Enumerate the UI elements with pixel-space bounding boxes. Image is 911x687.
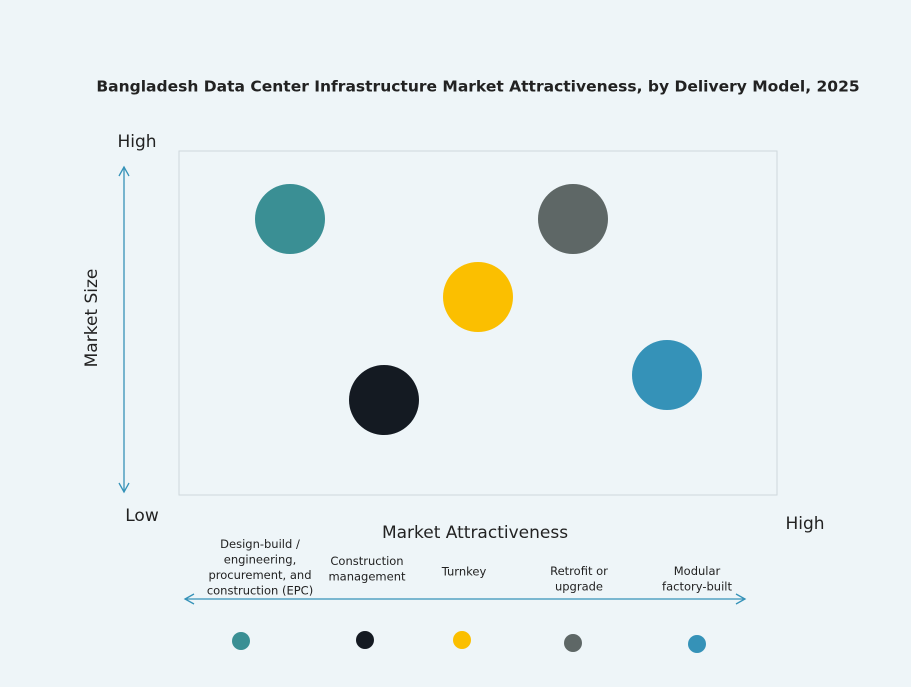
legend-dot [453,631,471,649]
y-label: Market Size [82,269,102,368]
y-low: Low [125,506,159,526]
title: Bangladesh Data Center Infrastructure Ma… [96,78,859,96]
bubble [443,262,513,332]
legend-label: Turnkey [441,565,487,579]
legend-dot [688,635,706,653]
legend-dot [564,634,582,652]
legend-label: construction (EPC) [207,584,313,598]
x-label: Market Attractiveness [382,523,568,543]
legend-label: Construction [330,554,403,568]
legend-label: procurement, and [209,568,312,582]
y-high: High [117,132,156,152]
legend-dot [356,631,374,649]
legend-label: Retrofit or [550,564,608,578]
legend-label: Design-build / [220,537,300,551]
bubble [632,340,702,410]
legend-label: Modular [674,564,721,578]
bubble [538,184,608,254]
bubble [349,365,419,435]
plot-frame [178,150,778,496]
legend-dot [232,632,250,650]
legend-label: factory-built [662,580,732,594]
legend-label: upgrade [555,580,603,594]
bubble [255,184,325,254]
legend-label: engineering, [224,553,296,567]
legend-label: management [328,570,406,584]
x-high: High [785,514,824,534]
